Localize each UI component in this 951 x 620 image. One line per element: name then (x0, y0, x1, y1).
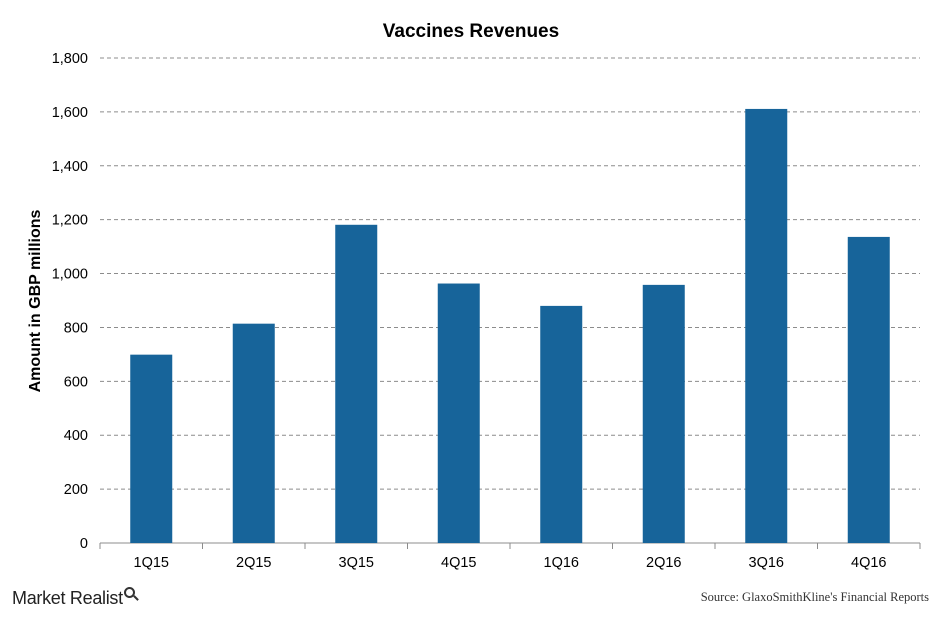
chart-title: Vaccines Revenues (383, 21, 559, 42)
x-tick-label: 2Q15 (236, 555, 271, 571)
x-tick-label: 3Q15 (339, 555, 374, 571)
gridlines (99, 57, 921, 549)
magnifier-icon (123, 587, 135, 598)
y-tick-label: 1,000 (52, 267, 88, 283)
source-note: Source: GlaxoSmithKline's Financial Repo… (700, 590, 929, 604)
x-tick-label: 3Q16 (749, 555, 784, 571)
bar-3q15 (335, 224, 378, 543)
y-tick-label: 1,800 (52, 51, 88, 67)
y-tick-label: 1,400 (52, 159, 88, 175)
y-axis-label: Amount in GBP millions (27, 209, 44, 392)
x-tick-label: 4Q15 (441, 555, 476, 571)
y-tick-label: 1,600 (52, 105, 88, 121)
bar-2q16 (642, 284, 685, 543)
bar-1q16 (540, 305, 583, 543)
bar-2q15 (232, 323, 275, 543)
x-tick-label: 2Q16 (646, 555, 681, 571)
y-tick-label: 200 (64, 482, 88, 498)
brand-logo: Market Realist (12, 587, 135, 609)
bar-4q16 (847, 236, 890, 543)
bars (130, 108, 890, 544)
bar-1q15 (130, 354, 173, 543)
y-tick-label: 800 (64, 320, 88, 336)
x-axis-ticks: 1Q15 2Q15 3Q15 4Q15 1Q16 2Q16 3Q16 4Q16 (134, 555, 887, 571)
y-axis-ticks: 0 200 400 600 800 1,000 1,200 1,400 1,600 1,800 (52, 51, 88, 552)
x-tick-label: 4Q16 (851, 555, 886, 571)
y-tick-label: 1,200 (52, 213, 88, 229)
x-tick-label: 1Q15 (134, 555, 169, 571)
y-tick-label: 400 (64, 428, 88, 444)
brand-name: Market Realist (12, 588, 123, 608)
bar-4q15 (437, 283, 480, 543)
x-tick-label: 1Q16 (544, 555, 579, 571)
y-tick-label: 600 (64, 374, 88, 390)
y-tick-label: 0 (80, 536, 88, 552)
bar-3q16 (745, 108, 788, 544)
